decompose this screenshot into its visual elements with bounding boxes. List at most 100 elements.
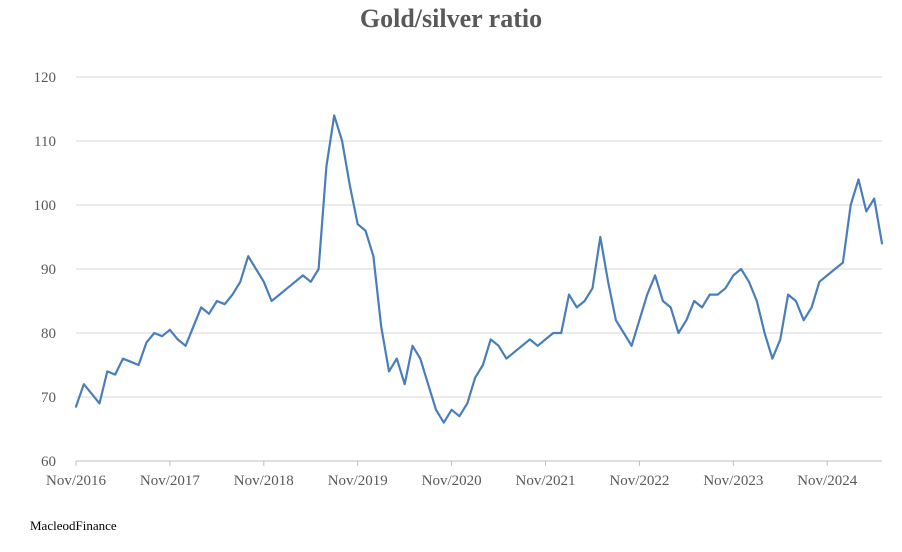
data-point [568,293,570,296]
data-point [364,229,367,232]
data-point [787,293,789,296]
data-point [122,357,124,360]
x-tick-label: Nov/2017 [140,473,201,489]
data-point [834,268,836,270]
chart-title: Gold/silver ratio [359,4,543,33]
data-point [662,300,664,302]
data-point [294,281,296,283]
data-point [325,165,328,168]
data-point [380,325,383,328]
data-point [239,281,242,283]
data-point [607,281,609,283]
y-tick-label: 90 [41,262,56,278]
data-point [466,402,469,405]
data-point [161,335,163,338]
data-point [145,341,148,344]
data-point [200,306,202,309]
data-point [638,319,641,322]
data-point [771,357,774,360]
y-tick-label: 110 [34,134,56,150]
data-point [709,293,711,296]
data-point [669,306,672,309]
data-point [513,351,515,354]
data-point [372,255,375,257]
data-point [419,357,422,360]
data-point [396,357,398,360]
data-point [583,300,586,302]
data-point [881,242,883,245]
data-point [286,287,289,290]
data-point [560,332,562,334]
x-tick-label: Nov/2019 [328,473,388,489]
data-point [247,255,249,257]
data-point [615,319,617,322]
data-point [278,293,281,296]
x-tick-label: Nov/2022 [609,473,669,489]
source-note: MacleodFinance [30,518,117,533]
y-tick-label: 80 [41,326,56,342]
data-point [779,338,782,341]
data-point [732,274,735,277]
data-point [489,338,492,341]
data-point [576,306,578,309]
data-point [137,364,140,366]
series-group [74,114,884,424]
data-point [403,383,406,386]
data-point [802,319,805,322]
data-point [83,383,85,386]
data-point [223,303,226,306]
data-point [826,274,828,277]
x-tick-label: Nov/2023 [703,473,763,489]
data-point [231,293,234,296]
data-point [302,274,304,277]
data-point [75,405,77,408]
data-point [427,383,429,386]
data-point [724,287,727,290]
data-point [599,236,602,238]
data-point [169,329,171,331]
data-point [623,332,625,334]
y-axis: 60 70 80 90 100 110 120 [34,70,57,470]
y-tick-label: 70 [41,390,56,406]
data-point [497,345,500,347]
data-point [153,332,156,334]
data-point [317,268,320,270]
x-tick-label: Nov/2020 [422,473,482,489]
y-tick-label: 100 [34,198,57,214]
data-point [106,370,109,373]
data-point [842,261,844,264]
data-point [818,281,821,283]
data-point [654,274,656,277]
data-point [685,319,688,322]
data-point [90,393,93,395]
data-point [192,325,195,328]
gridlines [76,76,882,462]
data-point [474,377,476,379]
data-point [263,281,265,283]
data-point [341,140,343,142]
data-point [356,223,359,225]
data-point [310,281,312,283]
x-tick-label: Nov/2016 [46,473,107,489]
data-point [98,402,101,405]
data-point [255,268,257,270]
data-point [748,281,750,283]
data-point [646,293,648,296]
data-point [349,185,351,187]
x-tick-label: Nov/2018 [234,473,294,489]
data-point [458,415,461,418]
data-point [529,338,531,341]
data-point [521,345,523,347]
data-point [505,357,508,360]
data-point [411,345,414,347]
data-point [810,306,813,309]
data-point [552,332,555,334]
data-point [865,210,868,213]
data-point [443,421,445,424]
data-point [388,370,390,373]
y-tick-label: 60 [41,454,56,470]
x-tick-label: Nov/2024 [797,473,858,489]
data-point [677,332,680,334]
data-point [208,313,210,315]
data-point [701,306,703,309]
